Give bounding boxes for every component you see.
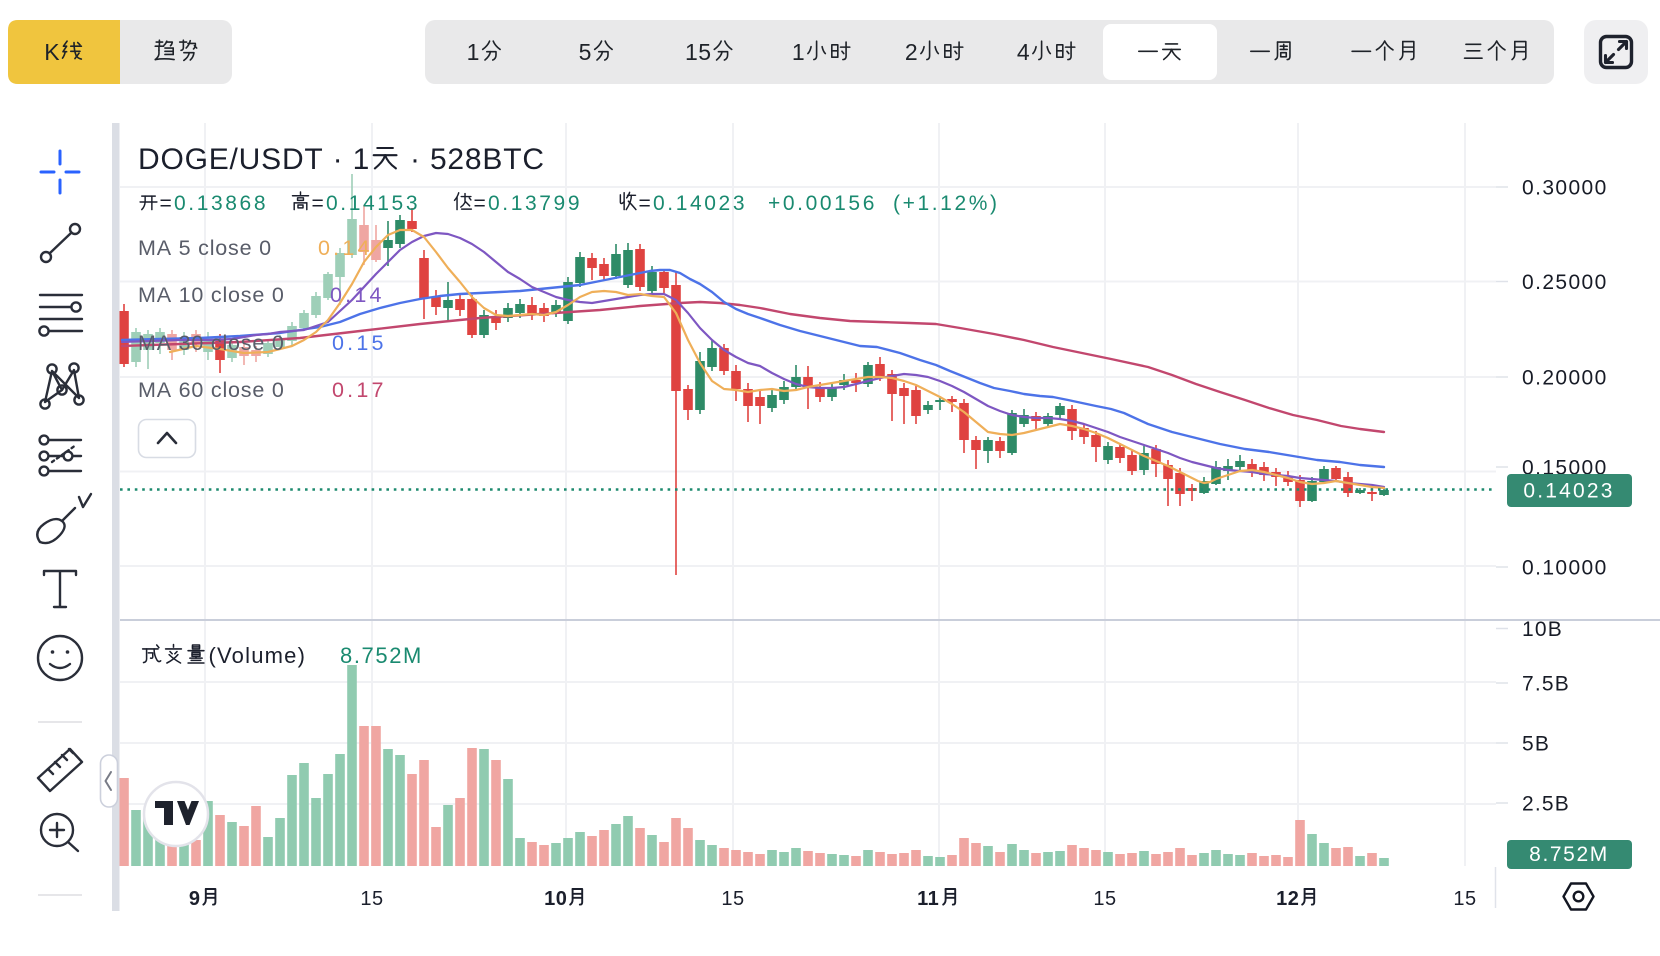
svg-text:0.13799: 0.13799	[488, 192, 582, 215]
svg-text:10: 10	[544, 888, 567, 910]
svg-text:8.752M: 8.752M	[340, 643, 423, 668]
svg-text:=: =	[639, 192, 652, 215]
svg-text:11: 11	[917, 888, 939, 910]
svg-text:5B: 5B	[1522, 733, 1550, 756]
svg-text:0.15: 0.15	[332, 331, 387, 355]
svg-text:MA 5 close 0: MA 5 close 0	[138, 236, 272, 260]
svg-text:15: 15	[685, 39, 712, 65]
svg-text:7.5B: 7.5B	[1522, 673, 1570, 696]
svg-text:8.752M: 8.752M	[1529, 843, 1609, 866]
svg-text:=: =	[312, 192, 325, 215]
svg-text:0.30000: 0.30000	[1522, 177, 1608, 200]
svg-text:5: 5	[579, 39, 592, 65]
svg-text:0.15000: 0.15000	[1522, 457, 1608, 480]
svg-text:12: 12	[1276, 888, 1299, 910]
svg-text:DOGE/USDT · 1: DOGE/USDT · 1	[138, 143, 370, 176]
svg-text:=: =	[474, 192, 487, 215]
svg-text:0.20000: 0.20000	[1522, 367, 1608, 390]
svg-text:MA 60 close 0: MA 60 close 0	[138, 378, 285, 402]
svg-text:15: 15	[1093, 888, 1116, 910]
svg-text:0.14: 0.14	[318, 236, 373, 260]
svg-text:15: 15	[360, 888, 383, 910]
svg-text:· 528BTC: · 528BTC	[401, 143, 545, 176]
svg-text:=: =	[160, 192, 173, 215]
svg-text:2: 2	[905, 39, 918, 65]
svg-text:15: 15	[1453, 888, 1476, 910]
svg-text:4: 4	[1017, 39, 1030, 65]
svg-text:0.14023: 0.14023	[1523, 480, 1614, 503]
svg-text:0.25000: 0.25000	[1522, 271, 1608, 294]
svg-text:(Volume): (Volume)	[209, 643, 307, 668]
svg-text:1: 1	[467, 39, 480, 65]
svg-text:MA 30 close 0: MA 30 close 0	[138, 331, 285, 355]
svg-text:0.14153: 0.14153	[326, 192, 420, 215]
svg-text:+0.00156: +0.00156	[768, 192, 877, 215]
svg-text:K: K	[44, 39, 60, 65]
svg-text:0.14: 0.14	[330, 283, 385, 307]
svg-text:0.13868: 0.13868	[174, 192, 268, 215]
svg-text:0.17: 0.17	[332, 378, 387, 402]
svg-text:0.14023: 0.14023	[653, 192, 747, 215]
svg-text:2.5B: 2.5B	[1522, 793, 1570, 816]
svg-text:10B: 10B	[1522, 618, 1563, 641]
svg-text:1: 1	[792, 39, 805, 65]
svg-text:MA 10 close 0: MA 10 close 0	[138, 283, 285, 307]
svg-text:(+1.12%): (+1.12%)	[893, 192, 1000, 215]
svg-text:9: 9	[189, 888, 201, 910]
svg-text:15: 15	[721, 888, 744, 910]
svg-text:0.10000: 0.10000	[1522, 557, 1608, 580]
